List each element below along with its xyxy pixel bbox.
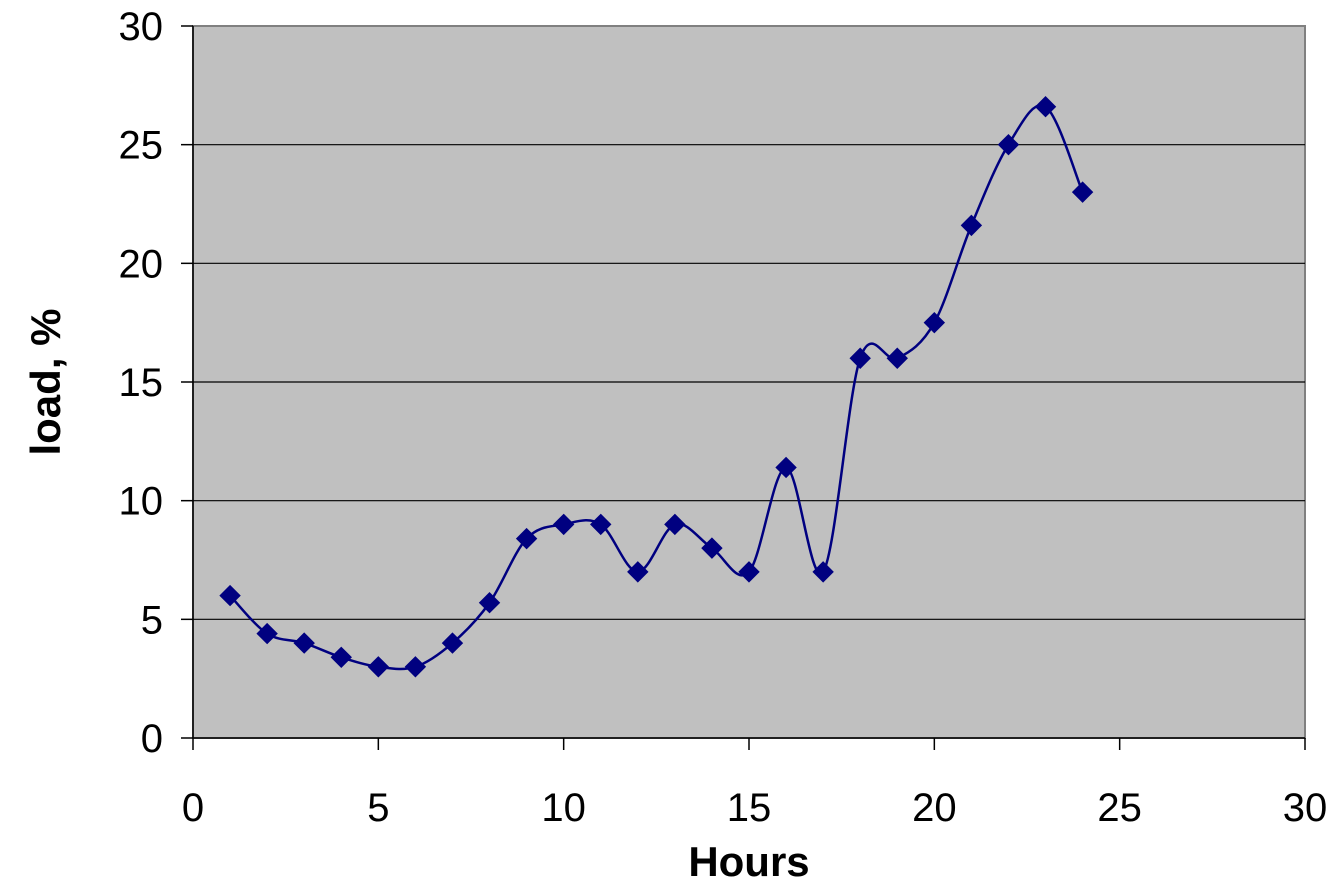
data-point-marker xyxy=(552,513,575,536)
y-tick-label: 10 xyxy=(119,480,164,524)
data-point-marker xyxy=(293,632,315,654)
data-point-marker xyxy=(1034,95,1057,118)
data-point-marker xyxy=(330,646,352,669)
data-point-marker xyxy=(404,656,427,678)
y-tick-label: 30 xyxy=(119,5,164,49)
y-axis-ticks: 0 5 10 15 20 25 30 xyxy=(119,5,193,761)
x-tick-label: 15 xyxy=(727,786,772,830)
data-point-marker xyxy=(701,537,723,559)
data-point-marker xyxy=(1071,181,1094,203)
data-point-marker xyxy=(367,656,390,678)
y-tick-label: 15 xyxy=(119,361,164,405)
data-point-marker xyxy=(515,527,538,550)
data-point-marker xyxy=(627,561,649,583)
y-tick-label: 25 xyxy=(119,124,164,168)
data-point-marker xyxy=(664,513,686,536)
x-tick-label: 0 xyxy=(182,786,204,830)
data-point-marker xyxy=(441,632,464,654)
data-point-marker xyxy=(923,311,946,334)
x-tick-label: 20 xyxy=(912,786,957,830)
data-point-marker xyxy=(812,561,834,583)
y-axis-title: load, % xyxy=(22,308,69,455)
data-point-marker xyxy=(738,561,760,583)
x-tick-label: 30 xyxy=(1283,786,1328,830)
x-tick-label: 10 xyxy=(541,786,586,830)
series-line xyxy=(229,104,1084,671)
data-point-marker xyxy=(886,347,908,369)
x-axis-ticks: 0 5 10 15 20 25 30 xyxy=(182,738,1327,830)
data-point-marker xyxy=(775,456,797,479)
data-point-marker xyxy=(256,622,278,645)
data-point-marker xyxy=(478,592,501,614)
series-markers xyxy=(219,95,1094,678)
y-tick-label: 5 xyxy=(141,598,163,642)
data-point-marker xyxy=(849,347,871,369)
y-tick-label: 0 xyxy=(141,717,163,761)
data-point-marker xyxy=(590,513,612,536)
data-point-marker xyxy=(960,214,983,237)
x-tick-label: 5 xyxy=(367,786,389,830)
data-point-marker xyxy=(219,584,241,607)
y-tick-label: 20 xyxy=(119,242,164,286)
x-axis-title: Hours xyxy=(688,838,809,885)
x-tick-label: 25 xyxy=(1097,786,1142,830)
gridlines xyxy=(193,144,1305,620)
data-point-marker xyxy=(997,133,1020,156)
